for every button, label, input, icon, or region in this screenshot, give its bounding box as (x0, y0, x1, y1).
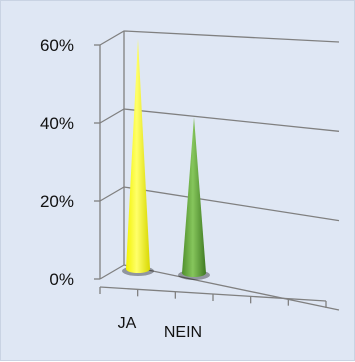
label-layer: 0% 20% 40% 60% JA NEIN (40, 36, 202, 341)
y-tick-label: 0% (49, 270, 74, 289)
cone-body (126, 38, 150, 274)
y-tick-label: 40% (40, 114, 74, 133)
cone-bar-ja (122, 38, 154, 276)
bar-layer (122, 38, 210, 280)
gridline (99, 30, 340, 46)
cone-bar-nein (178, 117, 210, 280)
x-tick-label: JA (118, 315, 137, 332)
x-tick-label: NEIN (164, 324, 202, 341)
axis-layer (94, 31, 327, 308)
y-tick-label: 60% (40, 36, 74, 55)
cone-body (182, 117, 206, 277)
y-tick-label: 20% (40, 192, 74, 211)
